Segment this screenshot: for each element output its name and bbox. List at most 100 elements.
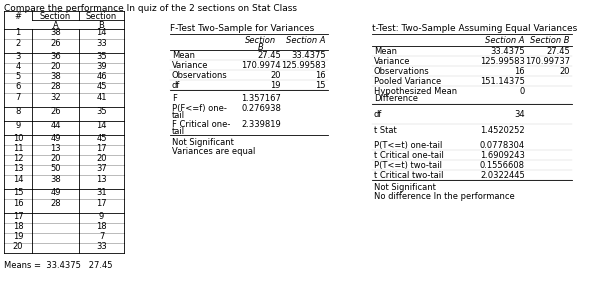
Text: 12: 12 — [12, 154, 23, 163]
Text: A: A — [53, 21, 58, 30]
Text: 10: 10 — [12, 134, 23, 143]
Text: 17: 17 — [96, 200, 107, 208]
Text: 26: 26 — [50, 39, 61, 49]
Text: 33: 33 — [96, 39, 107, 49]
Text: 17: 17 — [12, 212, 23, 221]
Text: 0: 0 — [520, 87, 525, 96]
Text: 37: 37 — [96, 164, 107, 173]
Text: 31: 31 — [96, 188, 107, 197]
Text: Not Significant: Not Significant — [374, 183, 436, 192]
Text: Section: Section — [40, 12, 71, 21]
Text: 45: 45 — [96, 134, 107, 143]
Text: t Stat: t Stat — [374, 126, 397, 135]
Text: 27.45: 27.45 — [546, 47, 570, 56]
Text: 1.6909243: 1.6909243 — [480, 151, 525, 160]
Text: P(T<=t) two-tail: P(T<=t) two-tail — [374, 161, 442, 170]
Text: Compare the performance In quiz of the 2 sections on Stat Class: Compare the performance In quiz of the 2… — [4, 4, 297, 13]
Text: 26: 26 — [50, 107, 61, 116]
Text: 1: 1 — [15, 28, 21, 37]
Text: Section: Section — [245, 36, 276, 45]
Text: Mean: Mean — [374, 47, 397, 56]
Text: 28: 28 — [50, 200, 61, 208]
Text: 18: 18 — [96, 222, 107, 231]
Text: 32: 32 — [50, 93, 61, 103]
Text: 170.99737: 170.99737 — [525, 57, 570, 66]
Text: Means =  33.4375   27.45: Means = 33.4375 27.45 — [4, 261, 112, 270]
Text: Pooled Variance: Pooled Variance — [374, 77, 441, 86]
Text: 5: 5 — [15, 72, 21, 81]
Text: 14: 14 — [96, 28, 107, 37]
Text: 33.4375: 33.4375 — [292, 51, 326, 60]
Text: Hypothesized Mean: Hypothesized Mean — [374, 87, 457, 96]
Text: 35: 35 — [96, 107, 107, 116]
Text: 3: 3 — [15, 52, 21, 61]
Text: 44: 44 — [50, 121, 61, 130]
Text: P(F<=f) one-: P(F<=f) one- — [172, 104, 227, 113]
Text: F: F — [172, 94, 177, 103]
Text: Observations: Observations — [374, 67, 429, 76]
Text: 8: 8 — [15, 107, 21, 116]
Text: P(T<=t) one-tail: P(T<=t) one-tail — [374, 141, 443, 150]
Text: 13: 13 — [12, 164, 23, 173]
Text: df: df — [374, 110, 383, 119]
Text: 6: 6 — [15, 82, 21, 91]
Text: 0.0778304: 0.0778304 — [480, 141, 525, 150]
Text: Observations: Observations — [172, 71, 228, 80]
Text: 38: 38 — [50, 72, 61, 81]
Text: Variance: Variance — [172, 61, 208, 70]
Text: 49: 49 — [50, 188, 61, 197]
Text: 20: 20 — [12, 242, 23, 251]
Text: 35: 35 — [96, 52, 107, 61]
Text: 13: 13 — [96, 175, 107, 185]
Text: 49: 49 — [50, 134, 61, 143]
Text: 17: 17 — [96, 144, 107, 153]
Text: 4: 4 — [15, 62, 21, 71]
Text: 7: 7 — [99, 232, 104, 241]
Text: 19: 19 — [12, 232, 23, 241]
Text: 39: 39 — [96, 62, 107, 71]
Text: tail: tail — [172, 127, 185, 136]
Text: 14: 14 — [96, 121, 107, 130]
Text: Section B: Section B — [530, 36, 569, 45]
Text: Mean: Mean — [172, 51, 195, 60]
Text: 18: 18 — [12, 222, 23, 231]
Text: t Critical one-tail: t Critical one-tail — [374, 151, 444, 160]
Text: No difference In the performance: No difference In the performance — [374, 192, 515, 201]
Text: Section: Section — [86, 12, 117, 21]
Text: 14: 14 — [12, 175, 23, 185]
Text: 36: 36 — [50, 52, 61, 61]
Text: B: B — [99, 21, 105, 30]
Text: 16: 16 — [514, 67, 525, 76]
Text: 11: 11 — [12, 144, 23, 153]
Text: 2.339819: 2.339819 — [241, 120, 281, 129]
Text: 151.14375: 151.14375 — [480, 77, 525, 86]
Text: F Critical one-: F Critical one- — [172, 120, 230, 129]
Text: 20: 20 — [270, 71, 281, 80]
Text: 19: 19 — [270, 81, 281, 90]
Text: 46: 46 — [96, 72, 107, 81]
Text: t-Test: Two-Sample Assuming Equal Variances: t-Test: Two-Sample Assuming Equal Varian… — [372, 24, 577, 33]
Text: 27.45: 27.45 — [257, 51, 281, 60]
Text: 13: 13 — [50, 144, 61, 153]
Text: 9: 9 — [99, 212, 104, 221]
Text: 38: 38 — [50, 28, 61, 37]
Text: 28: 28 — [50, 82, 61, 91]
Text: 1.357167: 1.357167 — [241, 94, 281, 103]
Text: 15: 15 — [12, 188, 23, 197]
Text: 34: 34 — [514, 110, 525, 119]
Text: 38: 38 — [50, 175, 61, 185]
Text: 7: 7 — [15, 93, 21, 103]
Text: 45: 45 — [96, 82, 107, 91]
Text: 50: 50 — [50, 164, 61, 173]
Text: Section A: Section A — [485, 36, 525, 45]
Text: 20: 20 — [50, 62, 61, 71]
Text: F-Test Two-Sample for Variances: F-Test Two-Sample for Variances — [170, 24, 314, 33]
Text: #: # — [14, 12, 21, 21]
Text: 125.99583: 125.99583 — [480, 57, 525, 66]
Text: 41: 41 — [96, 93, 107, 103]
Text: Variances are equal: Variances are equal — [172, 147, 255, 156]
Text: 0.1556608: 0.1556608 — [480, 161, 525, 170]
Text: Section A: Section A — [286, 36, 326, 45]
Text: 170.9974: 170.9974 — [241, 61, 281, 70]
Text: 20: 20 — [50, 154, 61, 163]
